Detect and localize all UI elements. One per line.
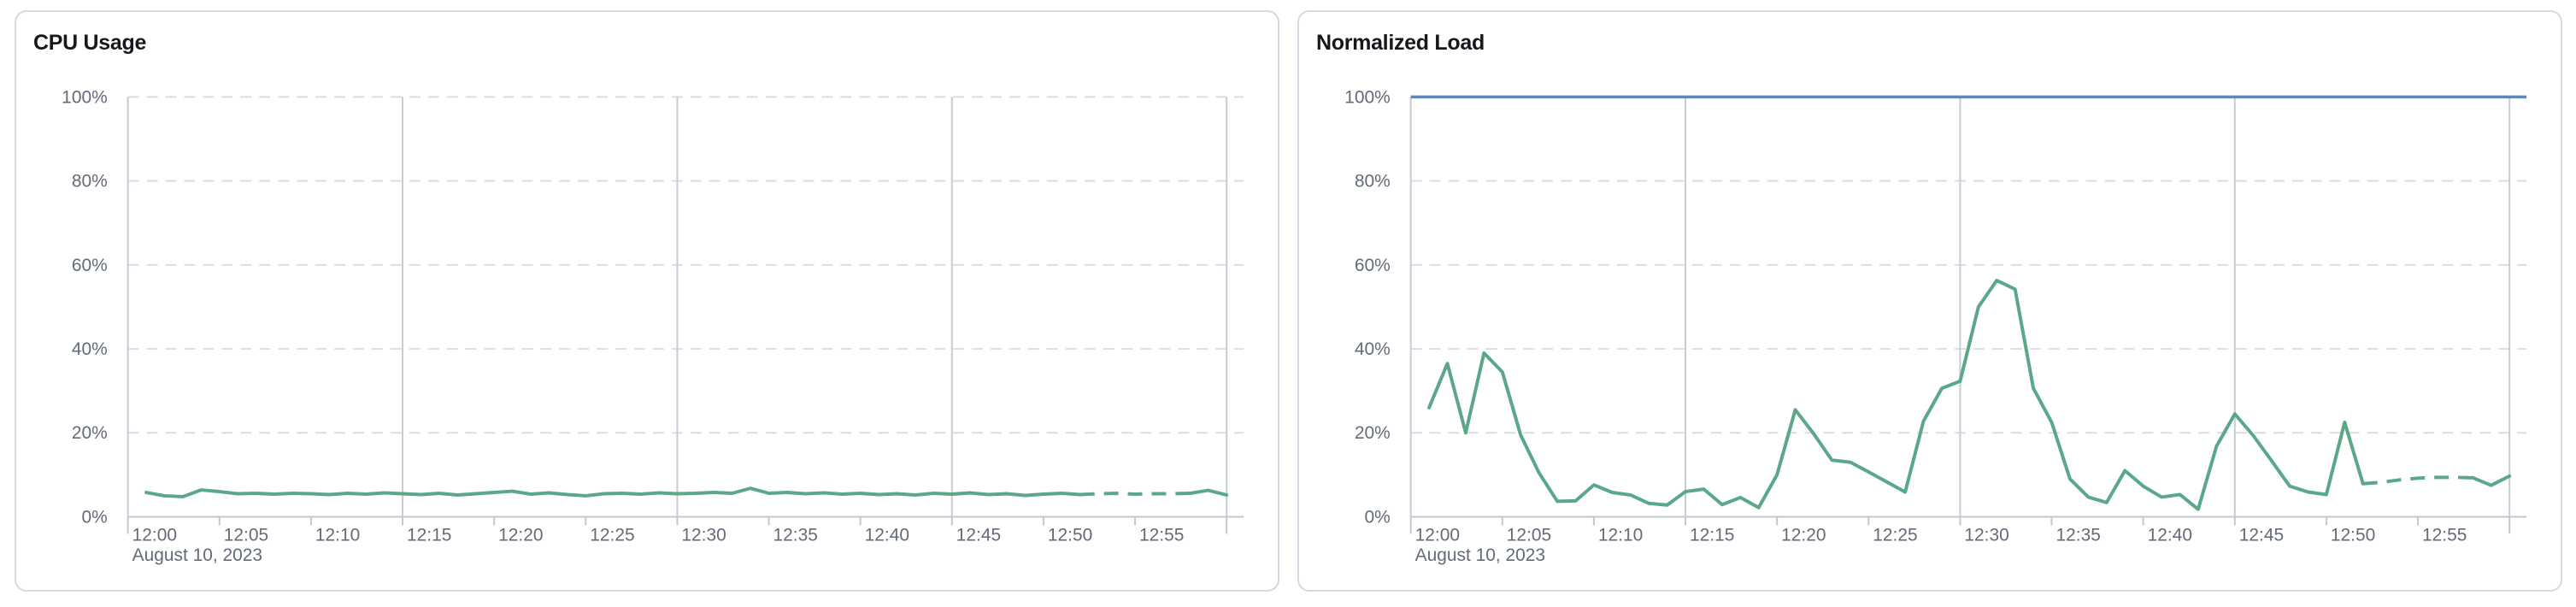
cpu-usage-plot-area[interactable]: 0% 20% 40% 60% 80% 100% 12:00 12:05 12:10 12:15 12… [16, 12, 1278, 590]
y-tick-label: 20% [72, 423, 108, 443]
y-tick-label: 80% [72, 172, 108, 192]
x-tick-label: 12:00 [132, 525, 177, 545]
chart-card-cpu-usage: CPU Usage 0% 20% 40% 60% 80% 100% 12:00 12:05 12… [15, 10, 1279, 592]
x-tick-label: 12:10 [1598, 525, 1643, 545]
chart-title-normalized-load: Normalized Load [1316, 31, 1485, 55]
x-tick-label: 12:20 [1781, 525, 1826, 545]
x-axis: 12:00 12:05 12:10 12:15 12:20 12:25 12:30 12:35… [1409, 516, 2511, 565]
x-tick-label: 12:35 [773, 525, 818, 545]
x-tick-label: 12:00 [1415, 525, 1460, 545]
x-tick-label: 12:35 [2056, 525, 2101, 545]
vertical-gridlines [1409, 97, 2511, 517]
y-tick-label: 100% [1344, 87, 1391, 107]
x-tick-label: 12:25 [1873, 525, 1917, 545]
chart-canvas: 0%20%40%60%80%100%12:00 12:05 12:10 12:15 12… [62, 87, 1244, 565]
y-tick-label: 80% [1355, 172, 1391, 192]
x-tick-label: 12:45 [2239, 525, 2284, 545]
y-axis: 0% 20% 40% 60% 80% 100% [62, 87, 1244, 527]
x-tick-label: 12:30 [681, 525, 726, 545]
x-tick-label: 12:10 [315, 525, 360, 545]
x-axis: 12:00 12:05 12:10 12:15 12:20 12:25 12:30 12:35… [126, 516, 1228, 565]
x-axis-date-label: August 10, 2023 [1415, 545, 1545, 565]
x-tick-label: 12:30 [1964, 525, 2008, 545]
x-tick-label: 12:45 [956, 525, 1001, 545]
x-tick-label: 12:50 [2331, 525, 2375, 545]
normalized-load-line [1427, 279, 2365, 511]
y-tick-label: 0% [81, 507, 107, 527]
x-tick-label: 12:55 [1139, 525, 1184, 545]
chart-title-cpu-usage: CPU Usage [33, 31, 147, 55]
y-tick-label: 40% [1355, 339, 1391, 359]
x-tick-label: 12:15 [1690, 525, 1734, 545]
x-tick-label: 12:05 [1507, 525, 1551, 545]
vertical-gridlines [126, 97, 1228, 517]
normalized-load-line-dashed [2362, 475, 2473, 486]
cpu-usage-line [144, 486, 1082, 498]
x-tick-label: 12:55 [2422, 525, 2467, 545]
x-tick-label: 12:20 [498, 525, 543, 545]
x-tick-label: 12:05 [224, 525, 268, 545]
chart-canvas: 0%20%40%60%80%100%12:00 12:05 12:10 12:15 12… [1344, 87, 2527, 565]
cpu-usage-line [1188, 488, 1229, 497]
y-axis: 0% 20% 40% 60% 80% 100% [1344, 87, 2527, 527]
x-tick-label: 12:40 [865, 525, 909, 545]
x-tick-label: 12:40 [2148, 525, 2192, 545]
chart-card-normalized-load: Normalized Load 0% 20% 40% 60% 80% 100% 12:00 1… [1297, 10, 2562, 592]
y-tick-label: 20% [1355, 423, 1391, 443]
x-axis-date-label: August 10, 2023 [132, 545, 262, 565]
x-tick-label: 12:50 [1048, 525, 1092, 545]
y-tick-label: 40% [72, 339, 108, 359]
x-tick-label: 12:15 [407, 525, 451, 545]
normalized-load-line [2471, 474, 2512, 487]
y-tick-label: 60% [72, 256, 108, 275]
y-tick-label: 60% [1355, 256, 1391, 275]
normalized-load-plot-area[interactable]: 0% 20% 40% 60% 80% 100% 12:00 12:05 12:10 12:15 12… [1299, 12, 2561, 590]
cpu-usage-line-dashed [1079, 492, 1191, 497]
y-tick-label: 100% [62, 87, 108, 107]
x-tick-label: 12:25 [590, 525, 634, 545]
y-tick-label: 0% [1364, 507, 1390, 527]
